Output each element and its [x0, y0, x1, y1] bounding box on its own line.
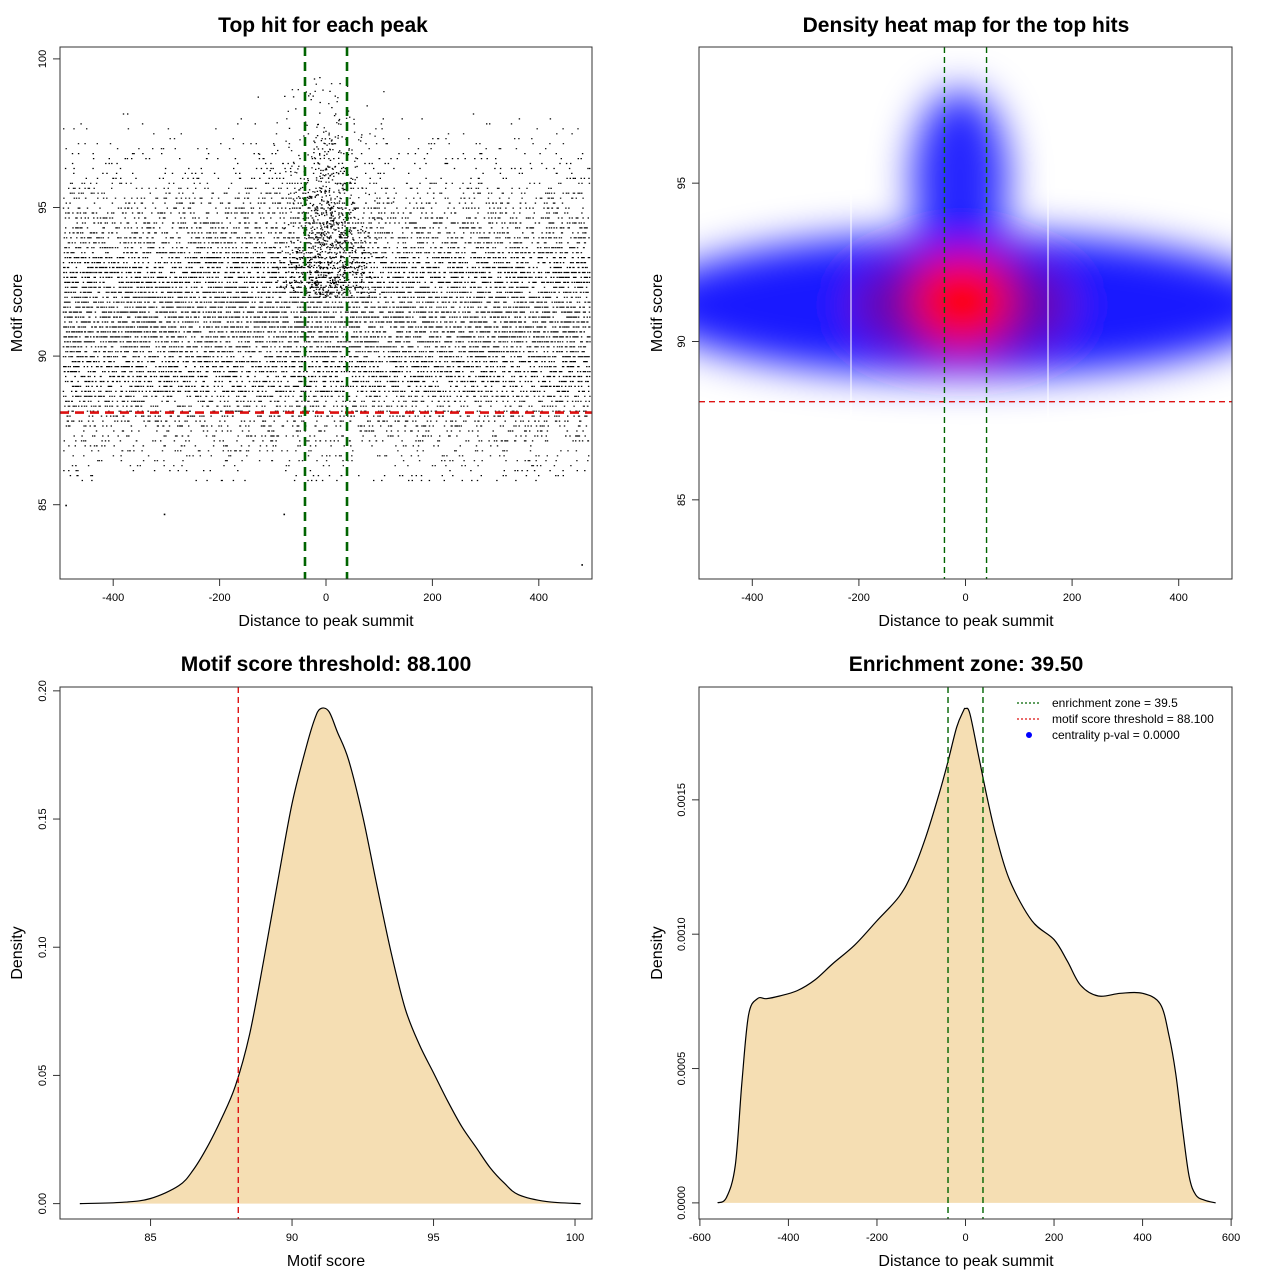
- score-density-y-tick-label: 0.10: [37, 937, 49, 958]
- distance-density-y-tick-label: 0.0010: [676, 917, 688, 951]
- scatter-y-tick-label: 90: [37, 350, 49, 362]
- distance-density-y-tick-label: 0.0015: [676, 783, 688, 817]
- heatmap-density: [699, 90, 1232, 480]
- scatter-y-ticks: 85 90 95 100: [37, 50, 60, 511]
- scatter-x-tick-label: -200: [209, 592, 231, 604]
- distance-density-x-tick-label: -200: [866, 1232, 888, 1244]
- scatter-point-cloud: [62, 77, 591, 482]
- distance-density-x-ticks: -600 -400 -200 0 200 400 600: [689, 1219, 1240, 1244]
- heatmap-y-ticks: 85 90 95: [676, 177, 699, 506]
- score-density-y-tick-label: 0.20: [37, 680, 49, 701]
- legend: enrichment zone = 39.5 motif score thres…: [1017, 696, 1214, 742]
- heatmap-y-label: Motif score: [649, 274, 666, 352]
- score-density-x-ticks: 85 90 95 100: [144, 1219, 584, 1244]
- scatter-x-tick-label: -400: [102, 592, 124, 604]
- scatter-y-tick-label: 95: [37, 201, 49, 213]
- scatter-outlier-point: [65, 504, 67, 507]
- scatter-outlier-point: [163, 513, 166, 516]
- heatmap-x-ticks: -400 -200 0 200 400: [741, 579, 1188, 604]
- legend-label-threshold: motif score threshold = 88.100: [1052, 712, 1214, 726]
- score-density-y-tick-label: 0.00: [37, 1193, 49, 1214]
- scatter-ref-lines: [60, 47, 592, 579]
- heatmap-x-tick-label: -200: [848, 592, 870, 604]
- heatmap-y-tick-label: 95: [676, 177, 688, 189]
- legend-swatch-pval: [1026, 732, 1032, 738]
- scatter-frame: [59, 46, 593, 580]
- heatmap-x-tick-label: 200: [1063, 592, 1081, 604]
- distance-density-y-tick-label: 0.0000: [676, 1186, 688, 1220]
- scatter-outlier-point: [283, 513, 286, 516]
- distance-density-ref-lines: [947, 687, 984, 1219]
- panel-heatmap: Density heat map for the top hits -400 -2…: [649, 14, 1233, 630]
- heatmap-x-tick-label: 0: [962, 592, 968, 604]
- distance-density-x-tick-label: 400: [1133, 1232, 1151, 1244]
- distance-density-y-label: Density: [649, 926, 666, 979]
- score-density-y-tick-label: 0.15: [37, 808, 49, 829]
- scatter-x-tick-label: 200: [423, 592, 441, 604]
- distance-density-x-tick-label: 200: [1045, 1232, 1063, 1244]
- scatter-x-ticks: -400 -200 0 200 400: [102, 579, 548, 604]
- legend-label-pval: centrality p-val = 0.0000: [1052, 728, 1180, 742]
- heatmap-y-tick-label: 85: [676, 494, 688, 506]
- heatmap-x-tick-label: 400: [1170, 592, 1188, 604]
- score-density-title: Motif score threshold: 88.100: [181, 653, 472, 676]
- score-density-y-label: Density: [9, 926, 26, 979]
- distance-density-y-ticks: 0.0000 0.0005 0.0010 0.0015: [676, 783, 699, 1220]
- heatmap-y-tick-label: 90: [676, 335, 688, 347]
- scatter-y-tick-label: 100: [37, 50, 49, 68]
- heatmap-blue-upper: [912, 90, 1008, 270]
- scatter-points: [62, 77, 591, 566]
- heatmap-ref-lines: [699, 47, 1232, 579]
- heatmap-red-core: [914, 254, 1010, 346]
- distance-density-x-tick-label: -600: [689, 1232, 711, 1244]
- scatter-x-tick-label: 0: [323, 592, 329, 604]
- panel-distance-density: Enrichment zone: 39.50 -600 -400 -200 0 200 4…: [649, 653, 1240, 1270]
- distance-density-x-tick-label: 600: [1222, 1232, 1240, 1244]
- score-density-frame: [59, 686, 593, 1220]
- distance-density-title: Enrichment zone: 39.50: [849, 653, 1084, 676]
- distance-density-y-tick-label: 0.0005: [676, 1052, 688, 1086]
- scatter-title: Top hit for each peak: [218, 14, 428, 37]
- scatter-x-label: Distance to peak summit: [238, 613, 414, 630]
- distance-density-x-tick-label: 0: [962, 1232, 968, 1244]
- heatmap-title: Density heat map for the top hits: [803, 14, 1130, 37]
- score-density-x-tick-label: 100: [566, 1232, 584, 1244]
- distance-density-x-tick-label: -400: [777, 1232, 799, 1244]
- distance-density-area: [717, 707, 1216, 1204]
- panel-score-density: Motif score threshold: 88.100 85 90 95 100 …: [9, 653, 593, 1270]
- score-density-x-tick-label: 85: [144, 1232, 156, 1244]
- legend-label-enrichment: enrichment zone = 39.5: [1052, 696, 1178, 710]
- panel-scatter: Top hit for each peak -400 -200 0 200 400 85…: [9, 14, 593, 630]
- score-density-area: [79, 707, 581, 1205]
- distance-density-x-label: Distance to peak summit: [878, 1253, 1054, 1270]
- scatter-y-tick-label: 85: [37, 499, 49, 511]
- score-density-y-ticks: 0.00 0.05 0.10 0.15 0.20: [37, 680, 60, 1214]
- scatter-y-label: Motif score: [9, 274, 26, 352]
- scatter-outlier-point: [581, 564, 583, 566]
- score-density-y-tick-label: 0.05: [37, 1065, 49, 1086]
- score-density-x-label: Motif score: [287, 1253, 365, 1270]
- heatmap-x-tick-label: -400: [741, 592, 763, 604]
- heatmap-x-label: Distance to peak summit: [878, 613, 1054, 630]
- score-density-x-tick-label: 90: [286, 1232, 298, 1244]
- scatter-x-tick-label: 400: [530, 592, 548, 604]
- score-density-x-tick-label: 95: [427, 1232, 439, 1244]
